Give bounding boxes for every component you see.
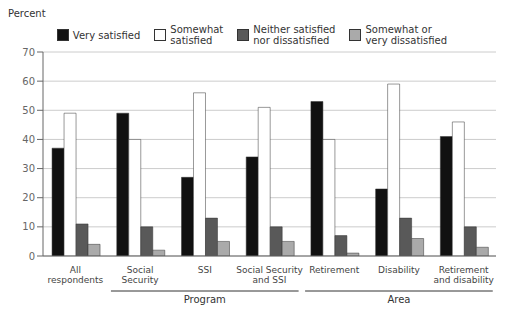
html-text:Very satisfied: Very satisfied (72, 29, 141, 41)
html-text:Somewhat satisfied: Somewhat satisfied (170, 24, 224, 46)
svg-text:40: 40 (22, 134, 35, 145)
svg-text:10: 10 (22, 221, 35, 232)
svg-text:60: 60 (22, 76, 35, 87)
svg-text:Retirement: Retirement (309, 265, 359, 275)
svg-text:30: 30 (22, 163, 35, 174)
svg-text:SSI: SSI (198, 265, 212, 275)
svg-text:Retirementand disability: Retirementand disability (434, 265, 495, 285)
html-text:Percent: Percent (8, 8, 46, 19)
svg-text:Disability: Disability (378, 265, 420, 275)
svg-text:Allrespondents: Allrespondents (47, 265, 103, 285)
html-text:Somewhat or very dissatisfied: Somewhat or very dissatisfied (365, 24, 448, 46)
html-text:Neither satisfied nor dissatis: Neither satisfied nor dissatisfied (253, 24, 336, 46)
svg-text:50: 50 (22, 105, 35, 116)
svg-text:70: 70 (22, 47, 35, 58)
svg-text:Area: Area (387, 294, 410, 305)
svg-text:Social Securityand SSI: Social Securityand SSI (236, 265, 303, 285)
svg-text:Program: Program (184, 294, 226, 305)
svg-text:20: 20 (22, 192, 35, 203)
svg-text:SocialSecurity: SocialSecurity (122, 265, 160, 285)
svg-text:0: 0 (29, 251, 35, 262)
